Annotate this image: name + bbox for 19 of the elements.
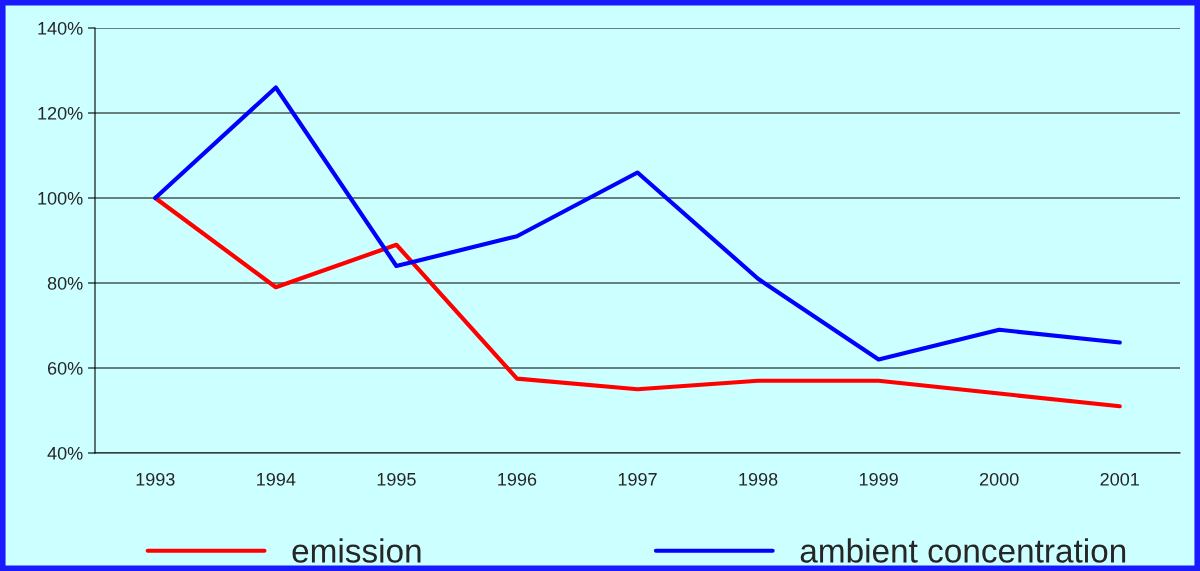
x-tick-label: 1997	[618, 472, 657, 486]
legend-label: ambient concentration	[800, 538, 1126, 563]
x-tick-label: 1993	[136, 472, 175, 486]
x-tick-label: 2000	[979, 472, 1019, 486]
line-series	[153, 85, 1122, 362]
y-tick-label: 100%	[38, 191, 83, 205]
legend-label: emission	[292, 538, 421, 563]
y-tick-label: 60%	[47, 361, 83, 375]
x-tick-label: 2001	[1100, 472, 1139, 486]
x-tick-label: 1994	[257, 472, 296, 486]
x-tick-label: 1995	[377, 472, 416, 486]
y-tick-label: 140%	[38, 21, 83, 35]
x-tick-label: 1996	[498, 472, 537, 486]
y-tick-label: 80%	[47, 276, 83, 290]
y-tick-label: 40%	[47, 446, 83, 460]
x-tick-label: 1999	[859, 472, 898, 486]
x-tick-label: 1998	[739, 472, 778, 486]
line-series	[153, 195, 1122, 409]
y-tick-label: 120%	[38, 106, 83, 120]
